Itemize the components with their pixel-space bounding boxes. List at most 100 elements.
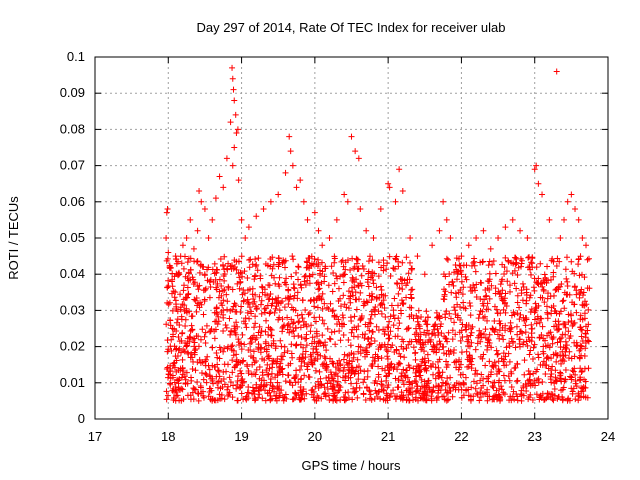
data-point — [371, 337, 378, 344]
data-point — [345, 389, 352, 396]
data-point — [275, 261, 282, 268]
data-point — [224, 298, 231, 305]
data-point — [390, 312, 397, 319]
data-point — [369, 328, 376, 335]
data-point — [501, 391, 508, 398]
data-point — [403, 396, 410, 403]
data-point — [286, 329, 293, 336]
data-point — [185, 277, 192, 284]
data-point — [310, 388, 317, 395]
data-point — [182, 295, 189, 302]
data-point — [333, 321, 340, 328]
data-point — [266, 355, 273, 362]
data-point — [477, 295, 484, 302]
data-point — [397, 276, 404, 283]
data-point — [447, 374, 454, 381]
data-point — [357, 206, 364, 213]
data-point — [277, 299, 284, 306]
data-point — [294, 312, 301, 319]
data-point — [220, 311, 227, 318]
data-point — [390, 365, 397, 372]
data-point — [421, 359, 428, 366]
data-point — [203, 379, 210, 386]
data-point — [573, 343, 580, 350]
data-point — [405, 386, 412, 393]
data-point — [514, 272, 521, 279]
data-point — [198, 198, 205, 205]
y-tick-label: 0.04 — [60, 266, 85, 281]
data-point — [466, 358, 473, 365]
data-point — [424, 327, 431, 334]
data-point — [227, 263, 234, 270]
data-point — [398, 297, 405, 304]
data-point — [584, 256, 591, 263]
data-point — [341, 301, 348, 308]
data-point — [267, 396, 274, 403]
data-point — [268, 332, 274, 339]
data-point — [259, 369, 266, 376]
data-point — [380, 292, 387, 299]
data-point — [197, 261, 204, 268]
data-point — [244, 274, 251, 281]
data-point — [509, 216, 516, 223]
data-point — [501, 362, 508, 369]
data-point — [514, 331, 521, 338]
data-point — [340, 331, 347, 338]
data-point — [492, 270, 499, 277]
data-point — [393, 280, 400, 287]
data-point — [330, 270, 337, 277]
data-point — [514, 360, 521, 367]
data-point — [375, 259, 382, 266]
data-point — [358, 312, 365, 319]
data-point — [436, 227, 443, 234]
data-point — [220, 368, 227, 375]
data-point — [292, 389, 299, 396]
data-point — [281, 322, 288, 329]
data-point — [265, 296, 272, 303]
data-point — [478, 371, 485, 378]
data-point — [359, 263, 366, 270]
data-point — [181, 373, 188, 380]
data-point — [267, 263, 274, 270]
data-point — [234, 361, 241, 368]
data-point — [400, 346, 407, 353]
data-point — [380, 267, 387, 274]
data-point — [357, 344, 364, 351]
data-point — [392, 396, 399, 403]
data-point — [200, 287, 207, 294]
data-point — [405, 341, 412, 348]
data-point — [171, 294, 178, 301]
data-point — [324, 380, 331, 387]
data-point — [479, 308, 486, 315]
data-point — [452, 331, 459, 338]
data-point — [382, 313, 389, 320]
data-point — [579, 337, 586, 344]
data-point — [486, 393, 493, 400]
data-point — [409, 391, 416, 398]
data-point — [182, 273, 189, 280]
data-point — [317, 375, 324, 382]
data-point — [492, 285, 499, 292]
data-point — [293, 184, 300, 191]
data-point — [526, 351, 533, 358]
data-point — [182, 376, 189, 383]
data-point — [299, 297, 306, 304]
data-point — [319, 290, 326, 297]
data-point — [286, 133, 293, 140]
data-point — [467, 312, 474, 319]
data-point — [281, 394, 288, 401]
data-point — [313, 397, 320, 404]
data-point — [314, 393, 321, 400]
data-point — [562, 266, 569, 273]
data-point — [218, 283, 225, 290]
data-point — [571, 339, 578, 346]
data-point — [502, 224, 509, 231]
data-point — [246, 304, 253, 311]
data-point — [544, 309, 551, 316]
data-point — [347, 293, 354, 300]
data-point — [560, 353, 567, 360]
data-point — [229, 162, 236, 169]
data-point — [322, 393, 329, 400]
data-point — [503, 344, 510, 351]
data-point — [298, 284, 305, 291]
